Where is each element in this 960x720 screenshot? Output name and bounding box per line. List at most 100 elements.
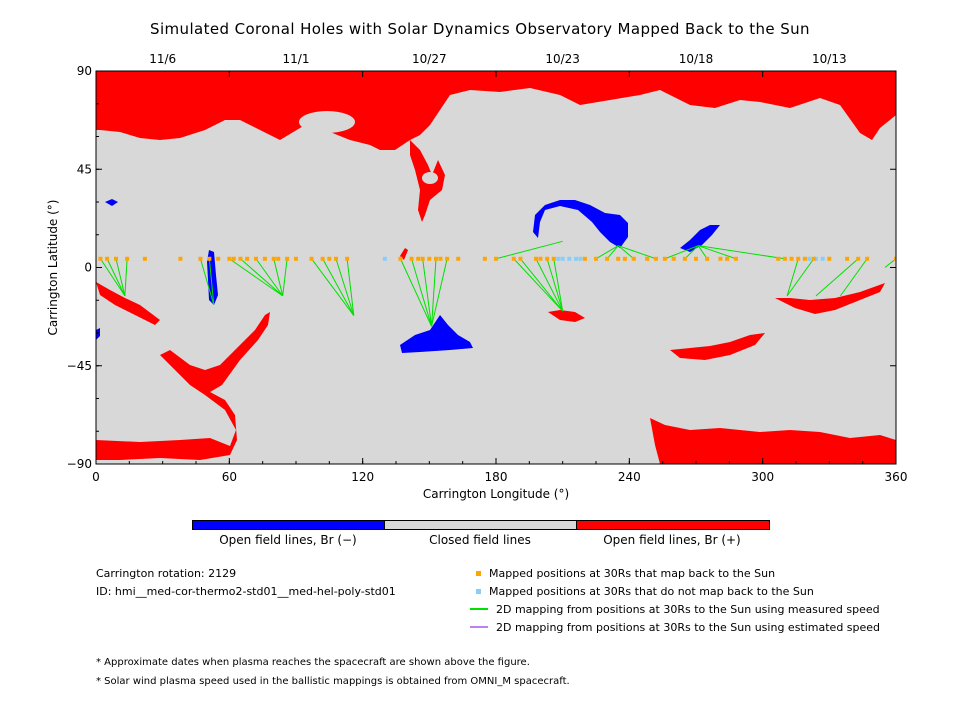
mapping-line	[335, 258, 355, 316]
mapping-line	[546, 258, 564, 312]
mapped-point	[622, 256, 627, 261]
date-tick-label: 10/13	[812, 52, 847, 66]
mapping-line	[495, 240, 563, 260]
mapping-line	[322, 258, 355, 316]
mapped-point	[631, 256, 636, 261]
mapping-line	[399, 258, 433, 327]
legend-estimated-speed-label: 2D mapping from positions at 30Rs to the…	[496, 620, 881, 634]
mapped-point	[125, 256, 130, 261]
y-tick-label: 45	[77, 162, 92, 176]
unmapped-point	[560, 256, 565, 261]
x-tick-label: 360	[885, 470, 908, 484]
x-tick-label: 240	[618, 470, 641, 484]
mapped-point	[445, 256, 450, 261]
date-tick-label: 10/23	[545, 52, 580, 66]
mapped-point	[294, 256, 298, 261]
mapped-point	[114, 256, 118, 261]
mapped-point	[482, 256, 487, 261]
mapping-line	[311, 258, 355, 316]
mapping-line	[520, 258, 564, 312]
legend-measured-speed-label: 2D mapping from positions at 30Rs to the…	[496, 602, 880, 616]
mapped-point	[616, 256, 621, 261]
mapping-line	[697, 245, 708, 260]
mapped-point	[238, 256, 243, 261]
unmapped-point	[556, 256, 561, 261]
mapped-point	[734, 256, 738, 261]
mapped-point	[416, 256, 421, 261]
mapped-point	[262, 256, 267, 261]
mapping-line	[664, 245, 699, 260]
mapping-line	[815, 258, 859, 297]
mapping-line	[786, 258, 815, 297]
mapped-point	[662, 256, 667, 261]
mapped-point	[856, 256, 861, 261]
mapped-point	[434, 256, 438, 261]
negative-hole-4	[533, 200, 628, 248]
chart-title: Simulated Coronal Holes with Solar Dynam…	[150, 20, 810, 38]
mapped-point	[438, 256, 443, 261]
mapped-point	[645, 256, 650, 261]
mapped-point	[894, 256, 896, 261]
x-axis-label: Carrington Longitude (°)	[423, 487, 569, 501]
mapping-line	[273, 258, 284, 296]
mapped-point	[427, 256, 432, 261]
y-tick-label: −45	[67, 359, 92, 373]
unmapped-point	[382, 256, 387, 261]
unmapped-point	[814, 256, 818, 261]
colorbar-negative	[192, 520, 386, 530]
legend-not-mapped-back: Mapped positions at 30Rs that do not map…	[476, 584, 814, 598]
positive-patch-2	[548, 310, 585, 322]
mapped-point	[845, 256, 850, 261]
mapping-line	[553, 258, 564, 312]
mapping-line	[115, 258, 126, 296]
mapping-line	[606, 245, 619, 260]
date-tick-label: 10/18	[679, 52, 714, 66]
mapped-point	[105, 256, 110, 261]
mapping-line	[255, 258, 284, 297]
legend-mapped-back: Mapped positions at 30Rs that map back t…	[476, 566, 775, 580]
y-tick-label: −90	[67, 457, 92, 471]
mapped-point	[718, 256, 723, 261]
x-tick-label: 60	[222, 470, 237, 484]
closed-island-north-2	[422, 172, 438, 184]
legend-measured-speed: 2D mapping from positions at 30Rs to the…	[470, 602, 880, 616]
mapping-line	[124, 258, 128, 296]
mapped-point	[98, 256, 103, 261]
mapping-line	[431, 258, 448, 327]
mapped-point	[420, 256, 425, 261]
green-line-icon	[470, 608, 488, 610]
mapped-point	[776, 256, 781, 261]
negative-hole-6	[96, 328, 100, 340]
mapped-point	[285, 256, 290, 261]
x-tick-label: 120	[351, 470, 374, 484]
mapped-point	[827, 256, 832, 261]
colorbar-closed-label: Closed field lines	[429, 533, 531, 547]
closed-field-background	[96, 71, 896, 464]
negative-hole-5	[680, 225, 720, 252]
mapped-point	[142, 256, 147, 261]
mapped-point	[271, 256, 276, 261]
x-tick-label: 300	[751, 470, 774, 484]
north-positive-region	[96, 71, 896, 150]
note-speed: * Solar wind plasma speed used in the ba…	[96, 676, 570, 687]
mapping-line	[422, 258, 433, 327]
legend-estimated-speed: 2D mapping from positions at 30Rs to the…	[470, 620, 881, 634]
mapped-point	[456, 256, 461, 261]
mapping-line	[786, 258, 799, 297]
mapping-line	[698, 245, 737, 260]
mapped-point	[398, 256, 403, 261]
mapping-line	[346, 258, 355, 316]
mapped-points	[98, 256, 896, 261]
carrington-rotation: Carrington rotation: 2129	[96, 567, 237, 580]
colorbar-positive	[576, 520, 770, 530]
colorbar-positive-label: Open field lines, Br (+)	[603, 533, 741, 547]
closed-island-north	[299, 111, 355, 133]
positive-patch-1	[96, 282, 160, 325]
mapped-point	[245, 256, 250, 261]
mapping-line	[698, 245, 785, 260]
mapping-line	[106, 258, 126, 297]
mapping-line	[282, 258, 288, 296]
note-dates: * Approximate dates when plasma reaches …	[96, 657, 530, 668]
mapped-point	[865, 256, 870, 261]
